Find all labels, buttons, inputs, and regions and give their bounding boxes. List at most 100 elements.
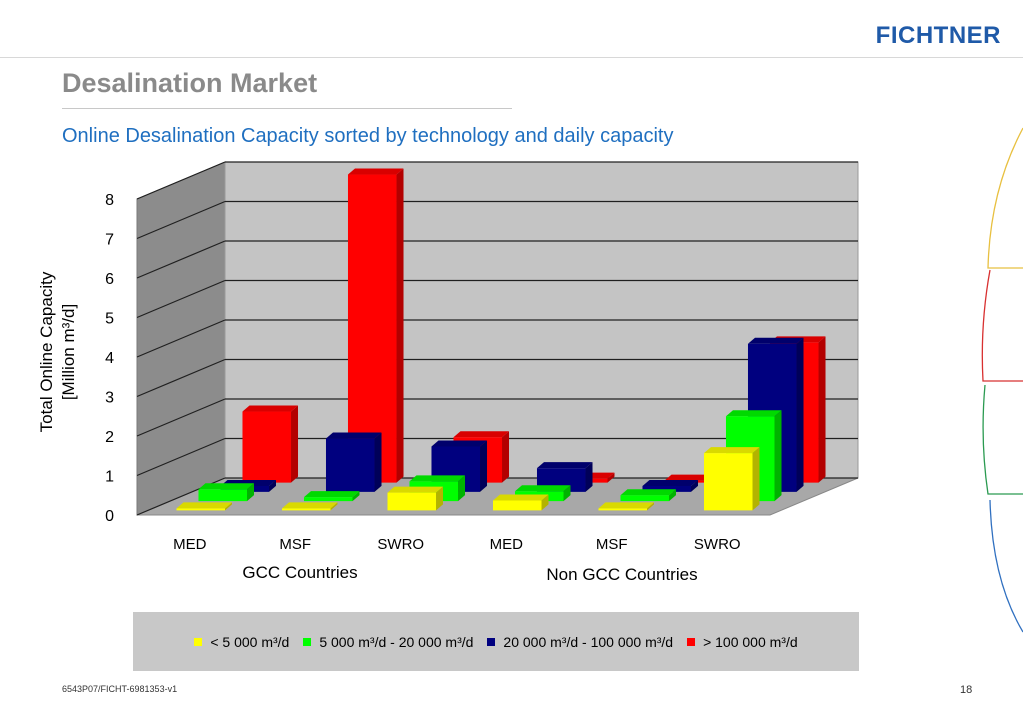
bar-top xyxy=(453,431,510,438)
bar-front xyxy=(387,492,437,511)
y-tick-label: 0 xyxy=(105,508,114,525)
bar-front xyxy=(325,438,375,492)
y-axis-title-line1: Total Online Capacity xyxy=(37,271,56,432)
y-tick-label: 6 xyxy=(105,271,114,288)
bar-front xyxy=(703,453,753,511)
bar-side xyxy=(647,502,655,511)
y-tick-label: 5 xyxy=(105,311,114,328)
legend-label: 20 000 m³/d - 100 000 m³/d xyxy=(503,633,674,650)
x-category-label: SWRO xyxy=(377,536,424,553)
bar-side xyxy=(291,405,299,483)
x-category-label: SWRO xyxy=(694,536,741,553)
page-number: 18 xyxy=(960,684,973,696)
bar-top xyxy=(347,168,404,175)
y-tick-label: 7 xyxy=(105,232,114,249)
bar-side xyxy=(225,502,233,511)
bar-top xyxy=(431,440,488,447)
bar-side xyxy=(796,337,804,492)
bar-side xyxy=(269,479,277,492)
bar-top xyxy=(409,475,466,482)
title-underline xyxy=(62,108,512,109)
bar-side xyxy=(247,483,255,502)
y-tick-label: 2 xyxy=(105,429,114,446)
bar xyxy=(242,405,299,483)
gridline-side xyxy=(136,279,226,319)
x-category-label: MED xyxy=(490,536,524,553)
x-category-label: MSF xyxy=(596,536,628,553)
bar-top xyxy=(598,502,655,509)
y-tick-label: 3 xyxy=(105,390,114,407)
gridline-side xyxy=(136,358,226,398)
bar-front xyxy=(620,495,670,502)
group-label-gcc: GCC Countries xyxy=(242,563,357,582)
bar-top xyxy=(325,432,382,439)
legend-label: < 5 000 m³/d xyxy=(210,633,290,650)
bar-side xyxy=(541,494,549,511)
legend-swatch-red xyxy=(687,637,696,646)
bar-top xyxy=(725,410,782,417)
gridline-side xyxy=(136,240,226,279)
bar-front xyxy=(642,485,692,492)
bar-top xyxy=(642,479,699,486)
bar-front xyxy=(198,489,248,502)
bar-top xyxy=(242,405,299,412)
bar-front xyxy=(347,174,397,483)
bar-top xyxy=(492,494,549,501)
page-subtitle: Online Desalination Capacity sorted by t… xyxy=(62,125,674,147)
legend-item-xlarge: > 100 000 m³/d xyxy=(687,634,798,650)
bar-side xyxy=(669,489,677,502)
y-tick-label: 4 xyxy=(105,350,114,367)
header-divider xyxy=(0,57,1023,58)
gridline-side xyxy=(136,398,226,437)
bar xyxy=(347,168,404,483)
legend-label: 5 000 m³/d - 20 000 m³/d xyxy=(319,633,474,650)
bar-front xyxy=(303,497,353,502)
x-category-label: MSF xyxy=(279,536,311,553)
bar-top xyxy=(703,447,760,454)
bar-side xyxy=(607,472,615,483)
fichtner-logo: FICHTNER xyxy=(875,22,1001,49)
bar-top xyxy=(198,483,255,490)
legend-item-small: < 5 000 m³/d xyxy=(194,634,289,650)
bar xyxy=(281,502,338,511)
bar-side xyxy=(480,440,488,492)
bar xyxy=(598,502,655,511)
bar xyxy=(325,432,382,492)
bar-top xyxy=(536,462,593,469)
chart-bars xyxy=(176,168,826,511)
bar-side xyxy=(774,410,782,502)
bar-top xyxy=(281,502,338,509)
x-category-label: MED xyxy=(173,536,207,553)
page-title: Desalination Market xyxy=(62,68,318,98)
legend-item-large: 20 000 m³/d - 100 000 m³/d xyxy=(487,634,673,650)
bar-top xyxy=(387,486,444,493)
bar-front xyxy=(242,411,292,483)
bar xyxy=(492,494,549,511)
bar xyxy=(176,502,233,511)
bar-side xyxy=(436,486,444,511)
bar-side xyxy=(330,502,338,511)
bar-top xyxy=(747,337,804,344)
bar xyxy=(620,489,677,502)
bar-front xyxy=(281,508,331,511)
y-tick-label: 1 xyxy=(105,469,114,486)
group-label-non-gcc: Non GCC Countries xyxy=(546,565,697,584)
bar xyxy=(198,483,255,502)
bar-top xyxy=(176,502,233,509)
bar-front xyxy=(492,500,542,511)
gridline-side xyxy=(136,161,226,200)
document-id: 6543P07/FICHT-6981353-v1 xyxy=(62,684,178,694)
y-tick-label: 8 xyxy=(105,192,114,209)
bar-top xyxy=(303,491,360,498)
bar xyxy=(387,486,444,511)
bar-side xyxy=(396,168,404,483)
bar-side xyxy=(502,431,510,483)
bar-front xyxy=(598,508,648,511)
legend-swatch-navy xyxy=(487,637,496,646)
bar xyxy=(642,479,699,492)
legend-swatch-green xyxy=(303,637,312,646)
bar-side xyxy=(458,475,466,502)
y-axis-title-line2: [Million m³/d] xyxy=(59,304,78,400)
bar xyxy=(303,491,360,502)
